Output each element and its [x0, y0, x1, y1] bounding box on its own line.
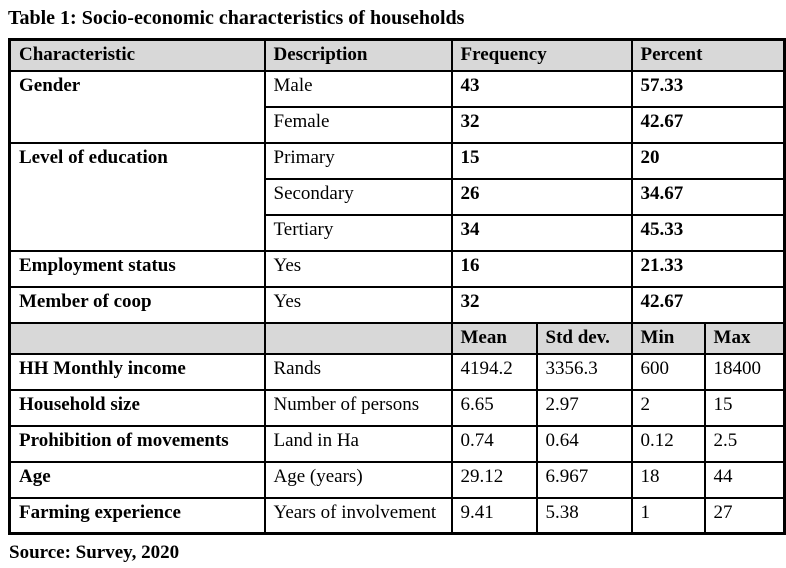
table-row: Farming experience Years of involvement …: [8, 496, 786, 535]
percent-cell: 57.33: [630, 69, 786, 108]
table-row: Tertiary 34 45.33: [10, 213, 786, 252]
description-cell: Yes: [263, 285, 453, 324]
table-row: Age Age (years) 29.12 6.967 18 44: [8, 460, 786, 499]
page-title: Table 1: Socio-economic characteristics …: [8, 7, 465, 29]
characteristic-cell: Member of coop: [8, 285, 266, 324]
max-cell: 2.5: [703, 424, 786, 463]
table-row: Secondary 26 34.67: [10, 177, 786, 216]
col-header-mean: Mean: [450, 321, 538, 355]
description-cell: Female: [263, 105, 453, 144]
source-note: Source: Survey, 2020: [9, 542, 180, 563]
std-dev-cell: 3356.3: [535, 352, 633, 391]
characteristic-cell: Prohibition of movements: [8, 424, 266, 463]
characteristic-cell: HH Monthly income: [8, 352, 266, 391]
empty-header-cell: [8, 321, 266, 355]
frequency-cell: 15: [450, 141, 633, 180]
table-row: Level of education Primary 15 20: [8, 141, 786, 252]
mean-cell: 29.12: [450, 460, 538, 499]
max-cell: 44: [703, 460, 786, 499]
std-dev-cell: 6.967: [535, 460, 633, 499]
description-cell: Age (years): [263, 460, 453, 499]
col-header-frequency: Frequency: [450, 38, 633, 72]
percent-cell: 20: [630, 141, 786, 180]
description-cell: Number of persons: [263, 388, 453, 427]
description-cell: Yes: [263, 249, 453, 288]
percent-cell: 42.67: [630, 285, 786, 324]
max-cell: 15: [703, 388, 786, 427]
frequency-cell: 32: [450, 105, 633, 144]
col-header-max: Max: [703, 321, 786, 355]
stats-header-row: Mean Std dev. Min Max: [8, 321, 786, 355]
characteristic-cell: Farming experience: [8, 496, 266, 535]
frequency-cell: 34: [450, 213, 633, 252]
table-row: HH Monthly income Rands 4194.2 3356.3 60…: [8, 352, 786, 391]
percent-cell: 34.67: [630, 177, 786, 216]
std-dev-cell: 2.97: [535, 388, 633, 427]
min-cell: 18: [630, 460, 706, 499]
min-cell: 1: [630, 496, 706, 535]
min-cell: 2: [630, 388, 706, 427]
description-cell: Primary: [263, 141, 453, 180]
characteristic-cell: Gender: [8, 69, 266, 144]
col-header-description: Description: [263, 38, 453, 72]
percent-cell: 21.33: [630, 249, 786, 288]
frequency-cell: 43: [450, 69, 633, 108]
std-dev-cell: 0.64: [535, 424, 633, 463]
frequency-cell: 32: [450, 285, 633, 324]
characteristic-cell: Household size: [8, 388, 266, 427]
socio-economic-table: Characteristic Description Frequency Per…: [8, 38, 786, 535]
col-header-min: Min: [630, 321, 706, 355]
empty-header-cell: [263, 321, 453, 355]
table-row: Member of coop Yes 32 42.67: [8, 285, 786, 324]
percent-cell: 45.33: [630, 213, 786, 252]
max-cell: 18400: [703, 352, 786, 391]
description-cell: Rands: [263, 352, 453, 391]
mean-cell: 4194.2: [450, 352, 538, 391]
description-cell: Years of involvement: [263, 496, 453, 535]
max-cell: 27: [703, 496, 786, 535]
table-row: Employment status Yes 16 21.33: [8, 249, 786, 288]
mean-cell: 0.74: [450, 424, 538, 463]
table-row: Household size Number of persons 6.65 2.…: [8, 388, 786, 427]
frequency-cell: 16: [450, 249, 633, 288]
characteristic-cell: Employment status: [8, 249, 266, 288]
col-header-characteristic: Characteristic: [8, 38, 266, 72]
percent-cell: 42.67: [630, 105, 786, 144]
table-row: Female 32 42.67: [10, 105, 786, 144]
col-header-percent: Percent: [630, 38, 786, 72]
characteristic-cell: Age: [8, 460, 266, 499]
mean-cell: 6.65: [450, 388, 538, 427]
table-row: Gender Male 43 57.33: [8, 69, 786, 144]
mean-cell: 9.41: [450, 496, 538, 535]
min-cell: 0.12: [630, 424, 706, 463]
description-cell: Male: [263, 69, 453, 108]
min-cell: 600: [630, 352, 706, 391]
characteristic-cell: Level of education: [8, 141, 266, 252]
table-row: Prohibition of movements Land in Ha 0.74…: [8, 424, 786, 463]
std-dev-cell: 5.38: [535, 496, 633, 535]
table-header-row: Characteristic Description Frequency Per…: [8, 38, 786, 72]
description-cell: Land in Ha: [263, 424, 453, 463]
description-cell: Secondary: [263, 177, 453, 216]
col-header-std-dev: Std dev.: [535, 321, 633, 355]
description-cell: Tertiary: [263, 213, 453, 252]
frequency-cell: 26: [450, 177, 633, 216]
